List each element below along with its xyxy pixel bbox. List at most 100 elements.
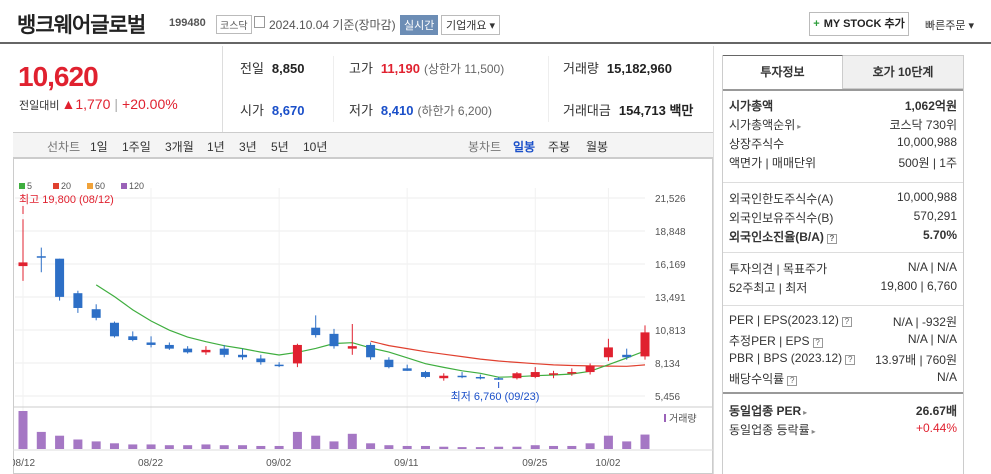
- period-1d[interactable]: 1일: [90, 140, 108, 154]
- my-stock-add-button[interactable]: + MY STOCK 추가: [809, 12, 909, 36]
- divider: [713, 46, 714, 474]
- volume-bar: [238, 445, 248, 449]
- trade-amount: 거래대금 154,713 백만: [563, 100, 693, 119]
- info-row: 액면가 | 매매단위 500원 | 1주: [729, 154, 957, 172]
- caret-right-icon[interactable]: ▸: [803, 408, 808, 417]
- volume-label: 거래량: [669, 413, 697, 425]
- info-key: 외국인한도주식수(A): [729, 192, 834, 206]
- info-value: 1,062억원: [904, 99, 957, 113]
- period-1y[interactable]: 1년: [207, 140, 225, 154]
- candle-body: [384, 359, 394, 368]
- candle-monthly[interactable]: 월봉: [586, 140, 609, 154]
- period-1w[interactable]: 1주일: [122, 140, 151, 154]
- volume-bar: [439, 446, 449, 449]
- info-value: 26.67배: [915, 404, 957, 418]
- info-value: N/A | N/A: [907, 332, 957, 346]
- up-arrow-icon: ▲: [61, 96, 76, 112]
- period-10y[interactable]: 10년: [303, 140, 328, 154]
- high-annotation: 최고 19,800 (08/12): [19, 193, 114, 206]
- change-separator: |: [114, 96, 119, 112]
- info-row: 상장주식수 10,000,988: [729, 135, 957, 153]
- help-icon[interactable]: ?: [845, 355, 856, 365]
- high-price: 고가 11,190 (상한가 11,500): [349, 58, 504, 77]
- prev-close: 전일 8,850: [240, 58, 304, 77]
- candle-body: [91, 309, 101, 318]
- tab-invest-info[interactable]: 투자정보: [723, 55, 843, 89]
- y-tick-label: 18,848: [655, 227, 686, 238]
- help-icon[interactable]: ?: [826, 234, 837, 244]
- info-value: 코스닥 730위: [889, 118, 957, 132]
- info-key: 투자의견 | 목표주가: [729, 262, 828, 276]
- info-row: 외국인소진율(B/A)? 5.70%: [729, 228, 957, 246]
- candle-body: [109, 322, 119, 337]
- price-chart[interactable]: 21,526 18,848 16,169 13,491 10,813 8,134 5,456…: [13, 158, 713, 474]
- open-price: 시가 8,670: [240, 100, 304, 119]
- help-icon[interactable]: ?: [812, 338, 823, 348]
- caret-right-icon[interactable]: ▸: [797, 122, 802, 131]
- upper-limit: (상한가 11,500): [423, 62, 505, 76]
- x-tick-label: 10/02: [595, 458, 620, 469]
- candle-body: [420, 372, 430, 377]
- info-value: 570,291: [913, 209, 957, 223]
- candle-body: [494, 378, 504, 380]
- caret-right-icon[interactable]: ▸: [811, 427, 816, 436]
- candle-body: [201, 349, 211, 353]
- y-tick-label: 8,134: [655, 359, 680, 370]
- period-3m[interactable]: 3개월: [165, 140, 194, 154]
- x-tick-label: 08/22: [138, 458, 163, 469]
- info-key: 동일업종 PER: [729, 404, 802, 418]
- info-key: 시가총액: [729, 99, 774, 113]
- x-tick-label: 09/25: [522, 458, 547, 469]
- company-info-dropdown[interactable]: 기업개요 ▾: [441, 15, 501, 35]
- candle-weekly[interactable]: 주봉: [548, 140, 571, 154]
- info-row: PER | EPS(2023.12)? N/A | -932원: [729, 313, 957, 331]
- volume-bar: [164, 445, 174, 449]
- candle-body: [567, 372, 577, 374]
- candle-body: [55, 258, 65, 297]
- info-value: 5.70%: [922, 228, 957, 242]
- candle-body: [329, 333, 339, 347]
- prev-label: 전일: [240, 61, 264, 76]
- legend-label: 60: [95, 181, 105, 191]
- volume-value: 15,182,960: [606, 61, 672, 76]
- low-label: 저가: [349, 103, 373, 118]
- y-tick-label: 13,491: [655, 293, 686, 304]
- stock-code: 199480: [169, 17, 206, 29]
- volume-bar: [109, 443, 119, 449]
- candle-body: [475, 376, 485, 379]
- candle-body: [274, 364, 284, 367]
- help-icon[interactable]: ?: [787, 376, 798, 386]
- candle-body: [439, 375, 449, 379]
- divider: [723, 305, 963, 306]
- divider: [723, 182, 963, 183]
- info-value: +0.44%: [915, 421, 957, 435]
- realtime-button[interactable]: 실시간: [400, 15, 439, 35]
- volume-bar: [73, 439, 83, 449]
- info-row: 외국인보유주식수(B) 570,291: [729, 209, 957, 227]
- candle-body: [73, 293, 83, 308]
- y-tick-label: 10,813: [655, 326, 686, 337]
- quick-order-button[interactable]: 빠른주문 ▾: [925, 20, 975, 32]
- volume-bar: [366, 443, 376, 449]
- volume-bar: [311, 435, 321, 449]
- candle-body: [640, 332, 650, 357]
- info-key: 시가총액순위: [729, 118, 796, 132]
- info-key: 상장주식수: [729, 137, 785, 151]
- period-5y[interactable]: 5년: [271, 140, 289, 154]
- volume-bar: [36, 431, 46, 449]
- calendar-icon: [254, 16, 265, 28]
- candle-body: [36, 256, 46, 258]
- candle-body: [292, 344, 302, 364]
- period-3y[interactable]: 3년: [239, 140, 257, 154]
- candle-daily[interactable]: 일봉: [513, 140, 536, 154]
- candle-body: [238, 354, 248, 358]
- help-icon[interactable]: ?: [841, 317, 852, 327]
- volume-bar: [549, 445, 559, 449]
- volume-bar: [384, 445, 394, 449]
- volume-bar: [55, 435, 65, 449]
- stock-name: 뱅크웨어글로벌: [17, 14, 146, 37]
- candle-body: [347, 346, 357, 349]
- legend-swatch: [53, 183, 59, 189]
- high-value: 11,190: [380, 61, 420, 76]
- tab-hoga-10[interactable]: 호가 10단계: [843, 55, 963, 89]
